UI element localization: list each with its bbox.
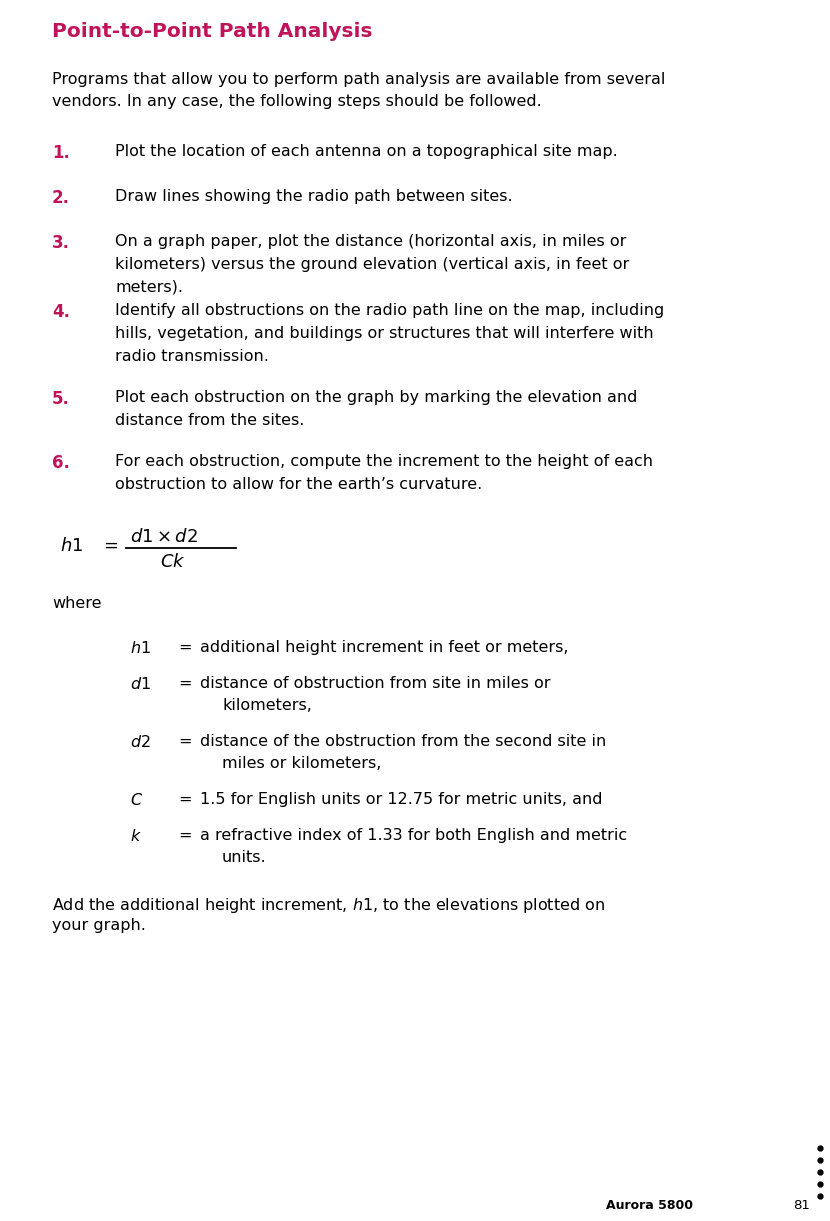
Text: =: = xyxy=(178,676,192,691)
Text: 1.: 1. xyxy=(52,144,70,162)
Text: distance of the obstruction from the second site in: distance of the obstruction from the sec… xyxy=(200,734,606,748)
Text: kilometers,: kilometers, xyxy=(222,698,312,713)
Text: On a graph paper, plot the distance (horizontal axis, in miles or: On a graph paper, plot the distance (hor… xyxy=(115,234,627,249)
Text: Identify all obstructions on the radio path line on the map, including: Identify all obstructions on the radio p… xyxy=(115,303,664,317)
Text: 81: 81 xyxy=(793,1199,810,1212)
Text: $h1$: $h1$ xyxy=(130,640,151,656)
Text: For each obstruction, compute the increment to the height of each: For each obstruction, compute the increm… xyxy=(115,454,653,469)
Text: vendors. In any case, the following steps should be followed.: vendors. In any case, the following step… xyxy=(52,94,542,109)
Text: radio transmission.: radio transmission. xyxy=(115,349,269,364)
Text: 5.: 5. xyxy=(52,389,70,408)
Text: Programs that allow you to perform path analysis are available from several: Programs that allow you to perform path … xyxy=(52,72,666,87)
Text: $d1 \times d2$: $d1 \times d2$ xyxy=(130,527,198,546)
Text: $k$: $k$ xyxy=(130,828,142,844)
Text: your graph.: your graph. xyxy=(52,918,146,933)
Text: Draw lines showing the radio path between sites.: Draw lines showing the radio path betwee… xyxy=(115,189,513,204)
Text: kilometers) versus the ground elevation (vertical axis, in feet or: kilometers) versus the ground elevation … xyxy=(115,256,629,272)
Text: units.: units. xyxy=(222,850,266,864)
Text: =: = xyxy=(178,828,192,842)
Text: hills, vegetation, and buildings or structures that will interfere with: hills, vegetation, and buildings or stru… xyxy=(115,326,654,341)
Text: $Ck$: $Ck$ xyxy=(160,553,186,571)
Text: =: = xyxy=(178,734,192,748)
Text: where: where xyxy=(52,596,101,610)
Text: 6.: 6. xyxy=(52,454,70,473)
Text: Plot each obstruction on the graph by marking the elevation and: Plot each obstruction on the graph by ma… xyxy=(115,389,637,405)
Text: 2.: 2. xyxy=(52,189,70,208)
Text: miles or kilometers,: miles or kilometers, xyxy=(222,756,381,770)
Text: 3.: 3. xyxy=(52,234,70,252)
Text: $d2$: $d2$ xyxy=(130,734,151,750)
Text: additional height increment in feet or meters,: additional height increment in feet or m… xyxy=(200,640,569,654)
Text: 1.5 for English units or 12.75 for metric units, and: 1.5 for English units or 12.75 for metri… xyxy=(200,792,603,807)
Text: $h1$: $h1$ xyxy=(60,537,83,556)
Text: distance of obstruction from site in miles or: distance of obstruction from site in mil… xyxy=(200,676,550,691)
Text: =: = xyxy=(178,640,192,654)
Text: =: = xyxy=(103,537,118,556)
Text: Add the additional height increment, $h1$, to the elevations plotted on: Add the additional height increment, $h1… xyxy=(52,896,605,915)
Text: Aurora 5800: Aurora 5800 xyxy=(606,1199,693,1212)
Text: Point-to-Point Path Analysis: Point-to-Point Path Analysis xyxy=(52,22,373,42)
Text: $C$: $C$ xyxy=(130,792,143,808)
Text: obstruction to allow for the earth’s curvature.: obstruction to allow for the earth’s cur… xyxy=(115,477,482,492)
Text: distance from the sites.: distance from the sites. xyxy=(115,413,305,429)
Text: meters).: meters). xyxy=(115,280,183,295)
Text: 4.: 4. xyxy=(52,303,70,321)
Text: a refractive index of 1.33 for both English and metric: a refractive index of 1.33 for both Engl… xyxy=(200,828,627,842)
Text: Plot the location of each antenna on a topographical site map.: Plot the location of each antenna on a t… xyxy=(115,144,618,159)
Text: $d1$: $d1$ xyxy=(130,676,151,692)
Text: =: = xyxy=(178,792,192,807)
